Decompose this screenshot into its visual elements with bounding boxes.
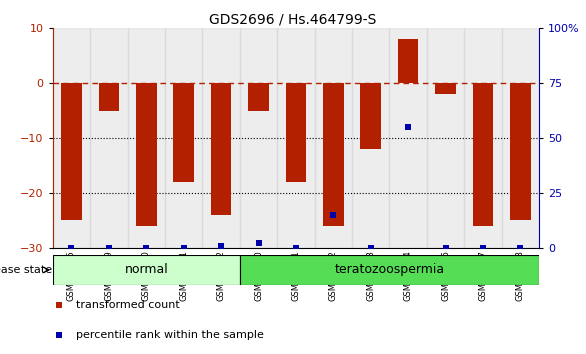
Bar [53,255,240,285]
Bar [473,83,493,226]
Text: GSM160620: GSM160620 [254,251,263,301]
Bar [285,83,306,182]
Bar [435,83,456,94]
Bar [240,28,277,248]
Bar [240,255,539,285]
Bar [398,39,418,83]
Bar [165,28,202,248]
Bar [128,28,165,248]
Bar [61,83,81,220]
Bar [315,28,352,248]
Text: GSM160628: GSM160628 [516,251,525,301]
Text: GDS2696 / Hs.464799-S: GDS2696 / Hs.464799-S [209,12,377,27]
Bar [90,28,128,248]
Text: GSM160629: GSM160629 [104,251,113,301]
Text: GSM160627: GSM160627 [479,251,488,301]
Text: normal: normal [124,263,168,276]
Bar [136,83,156,226]
Bar [352,28,390,248]
Bar [510,83,531,220]
Text: GSM160623: GSM160623 [366,251,375,301]
Bar [248,83,269,111]
Text: GSM160625: GSM160625 [67,251,76,301]
Bar [173,83,194,182]
Bar [277,28,315,248]
Bar [211,83,231,215]
Text: GSM160621: GSM160621 [291,251,301,301]
Bar [360,83,381,149]
Bar [390,28,427,248]
Bar [202,28,240,248]
Bar [98,83,119,111]
Text: GSM160630: GSM160630 [142,251,151,301]
Text: disease state: disease state [0,265,52,275]
Bar [427,28,464,248]
Text: GSM160626: GSM160626 [441,251,450,301]
Text: GSM160632: GSM160632 [217,251,226,301]
Bar [502,28,539,248]
Bar [464,28,502,248]
Bar [323,83,343,226]
Bar [53,28,90,248]
Text: teratozoospermia: teratozoospermia [335,263,445,276]
Text: GSM160631: GSM160631 [179,251,188,301]
Text: transformed count: transformed count [76,300,180,310]
Text: GSM160622: GSM160622 [329,251,338,301]
Text: percentile rank within the sample: percentile rank within the sample [76,330,264,340]
Text: GSM160624: GSM160624 [404,251,413,301]
